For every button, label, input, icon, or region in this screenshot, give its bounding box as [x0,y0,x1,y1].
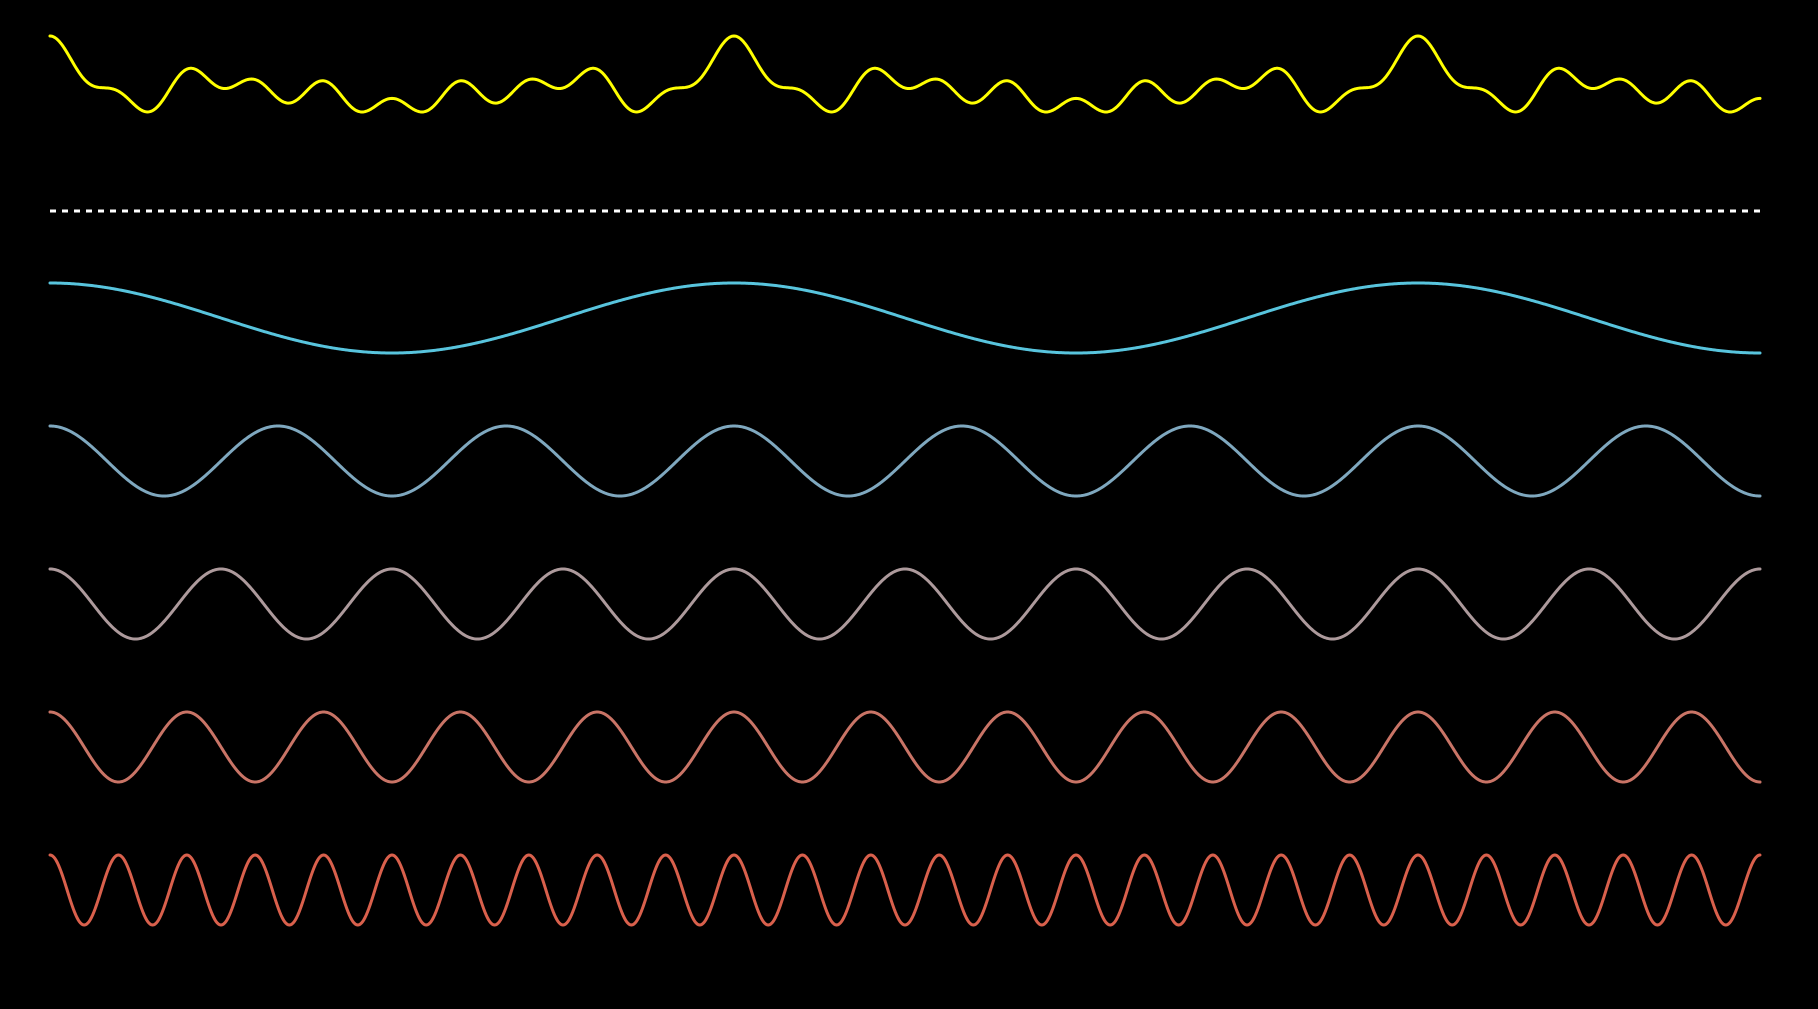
sum-wave [48,34,1762,114]
component-wave-1 [48,281,1762,355]
component-wave-4 [48,710,1762,784]
component-wave-2 [48,424,1762,498]
component-wave-5 [48,853,1762,927]
component-wave-3 [48,567,1762,641]
